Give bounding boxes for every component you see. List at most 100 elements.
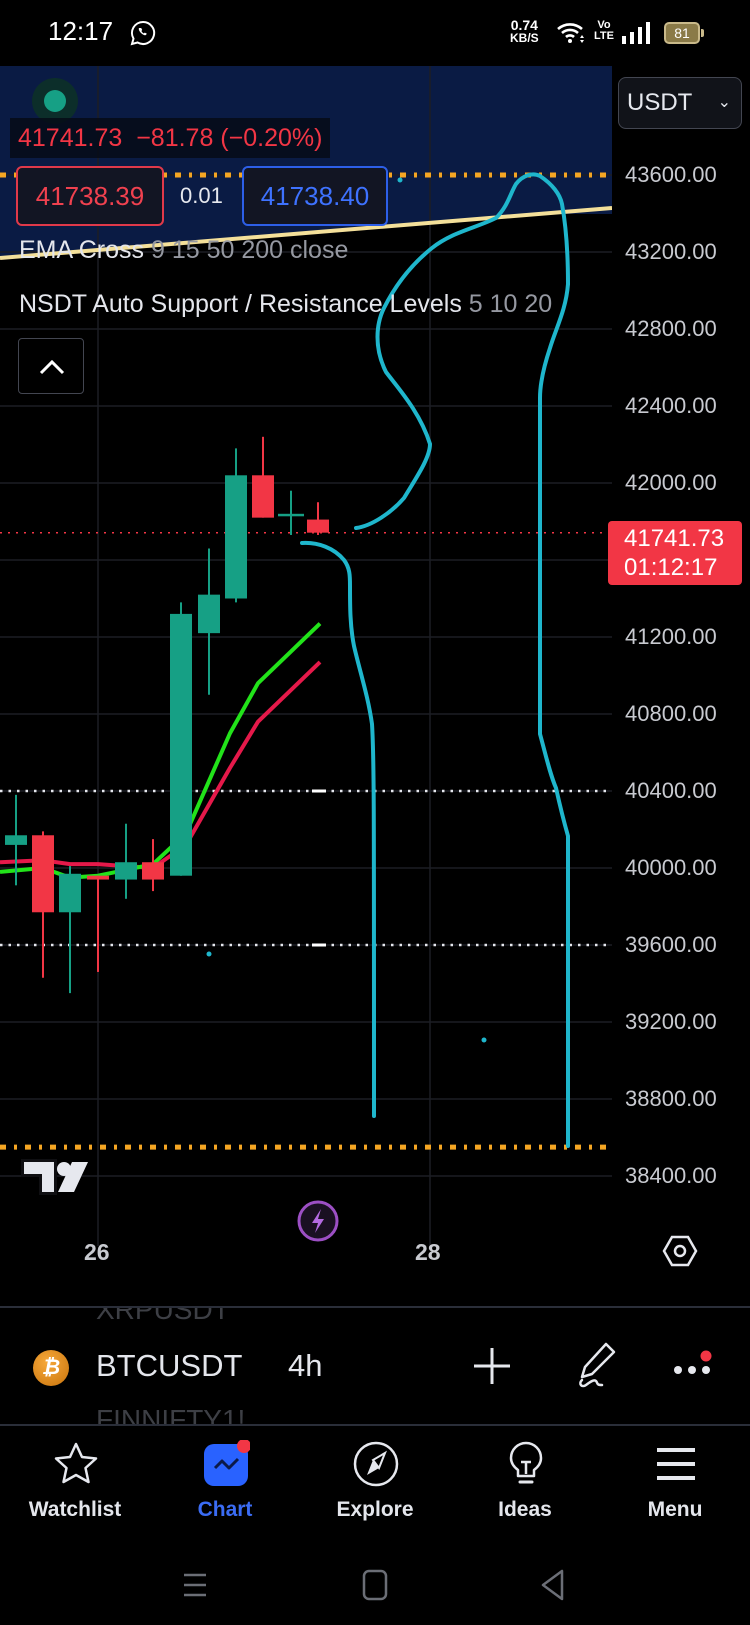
last-price-label: 41741.73 01:12:17 xyxy=(608,521,742,585)
notification-dot xyxy=(700,1350,712,1362)
nav-chart[interactable]: Chart xyxy=(150,1428,300,1538)
chart-canvas[interactable]: 41741.73 −81.78 (−0.20%) 41738.39 0.01 4… xyxy=(0,66,750,1306)
tradingview-logo[interactable] xyxy=(20,1156,92,1200)
lightning-icon[interactable] xyxy=(296,1199,340,1243)
battery-indicator: 81 xyxy=(664,22,704,44)
drawing-brush-upper xyxy=(354,172,570,530)
market-status-indicator[interactable] xyxy=(32,78,78,124)
interval-selector[interactable]: 4h xyxy=(288,1348,323,1383)
bitcoin-icon: ₿ xyxy=(33,1350,69,1386)
price-tick: 42800.00 xyxy=(625,316,717,341)
chevron-up-icon xyxy=(39,359,65,375)
indicator-legend-ema-cross[interactable]: EMA Cross 9 15 50 200 close xyxy=(19,236,348,265)
drawing-brush-left xyxy=(300,540,376,1118)
home-button[interactable] xyxy=(360,1568,390,1602)
nav-label: Ideas xyxy=(498,1498,552,1521)
net-speed-unit: KB/S xyxy=(510,31,539,45)
bottom-navigation: Watchlist Chart Explore Ideas Menu xyxy=(0,1428,750,1538)
price-tick: 39200.00 xyxy=(625,1009,717,1034)
last-price-axis-value: 41741.73 xyxy=(624,525,725,552)
network-speed: 0.74 KB/S xyxy=(510,18,539,44)
candle-up xyxy=(59,873,81,913)
drawing-dot xyxy=(206,951,212,957)
candle-down xyxy=(142,862,164,880)
candle-down xyxy=(307,519,329,533)
nav-watchlist[interactable]: Watchlist xyxy=(0,1428,150,1538)
drawing-brush-right xyxy=(538,282,570,1148)
symbol-bar: XRPUSDT ₿ BTCUSDT 4h FINNIFTY1! xyxy=(0,1306,750,1426)
recent-apps-button[interactable] xyxy=(180,1570,210,1600)
volte-bottom: LTE xyxy=(594,30,614,42)
cell-signal-icon xyxy=(622,22,650,44)
nav-explore[interactable]: Explore xyxy=(300,1428,450,1538)
nav-label: Chart xyxy=(197,1498,253,1521)
last-price: 41741.73 xyxy=(18,124,123,152)
bar-countdown: 01:12:17 xyxy=(624,554,718,581)
more-options-button[interactable] xyxy=(666,1338,722,1394)
drawing-dot xyxy=(397,177,403,183)
price-tick: 41200.00 xyxy=(625,624,717,649)
candle-up xyxy=(170,613,192,876)
add-indicator-button[interactable] xyxy=(464,1338,520,1394)
candle-up xyxy=(5,835,27,845)
trendline xyxy=(0,206,612,260)
indicator-legend-support-resistance[interactable]: NSDT Auto Support / Resistance Levels 5 … xyxy=(19,290,552,319)
whatsapp-icon xyxy=(130,20,156,46)
symbol-carousel-prev[interactable]: XRPUSDT xyxy=(96,1306,230,1325)
net-speed-value: 0.74 xyxy=(510,17,538,33)
candle-up xyxy=(115,862,137,880)
collapse-legend-button[interactable] xyxy=(18,338,84,394)
spread-value: 0.01 xyxy=(180,183,223,208)
symbol-name[interactable]: BTCUSDT xyxy=(96,1348,243,1383)
price-tick: 40800.00 xyxy=(625,701,717,726)
volte-top: Vo xyxy=(597,19,611,31)
nav-label: Menu xyxy=(647,1498,703,1521)
currency-value: USDT xyxy=(627,89,693,116)
menu-icon xyxy=(657,1448,695,1480)
indicator-params: 9 15 50 200 close xyxy=(150,236,349,264)
candle-up xyxy=(198,594,220,634)
candle-down xyxy=(87,875,109,880)
clock: 12:17 xyxy=(48,16,114,46)
candle-up xyxy=(225,475,247,599)
volte-indicator: Vo LTE xyxy=(594,20,614,42)
drawing-dot xyxy=(481,1037,487,1043)
symbol-carousel-next[interactable]: FINNIFTY1! xyxy=(96,1404,246,1426)
chevron-down-icon: ⌄ xyxy=(717,94,731,111)
currency-select[interactable]: USDT ⌄ xyxy=(618,77,742,129)
time-tick: 28 xyxy=(415,1239,441,1265)
price-tick: 40000.00 xyxy=(625,855,717,880)
drawing-tools-button[interactable] xyxy=(568,1338,624,1394)
time-axis[interactable]: 26 28 xyxy=(0,1211,750,1273)
price-tick: 43600.00 xyxy=(625,162,717,187)
status-bar: 12:17 0.74 KB/S Vo LTE 81 xyxy=(0,0,750,66)
price-tick: 42000.00 xyxy=(625,470,717,495)
nav-label: Explore xyxy=(336,1498,414,1521)
nav-ideas[interactable]: Ideas xyxy=(450,1428,600,1538)
lightbulb-icon xyxy=(509,1441,543,1484)
price-tick: 38400.00 xyxy=(625,1163,717,1188)
chart-settings-icon[interactable] xyxy=(662,1233,698,1269)
nav-label: Watchlist xyxy=(28,1498,122,1521)
chart-icon xyxy=(204,1440,250,1486)
compass-icon xyxy=(353,1441,399,1487)
price-change: −81.78 (−0.20%) xyxy=(136,124,323,152)
star-icon xyxy=(54,1442,98,1484)
trendline-fill xyxy=(0,66,612,258)
candle-up xyxy=(278,513,304,517)
quote-summary: 41741.73 −81.78 (−0.20%) xyxy=(10,118,331,158)
back-button[interactable] xyxy=(538,1568,568,1602)
wifi-icon xyxy=(557,23,584,43)
sell-button[interactable]: 41738.39 xyxy=(16,166,164,226)
price-tick: 38800.00 xyxy=(625,1086,717,1111)
price-tick: 40400.00 xyxy=(625,778,717,803)
pencil-icon xyxy=(579,1342,616,1388)
notification-dot xyxy=(237,1440,250,1453)
price-tick: 43200.00 xyxy=(625,239,717,264)
candle-down xyxy=(252,475,274,518)
price-tick: 39600.00 xyxy=(625,932,717,957)
buy-button[interactable]: 41738.40 xyxy=(242,166,388,226)
nav-menu[interactable]: Menu xyxy=(600,1428,750,1538)
price-axis[interactable]: USDT ⌄ 43600.00 43200.00 42800.00 42400.00 4… xyxy=(612,66,750,1306)
time-tick: 26 xyxy=(84,1239,110,1265)
